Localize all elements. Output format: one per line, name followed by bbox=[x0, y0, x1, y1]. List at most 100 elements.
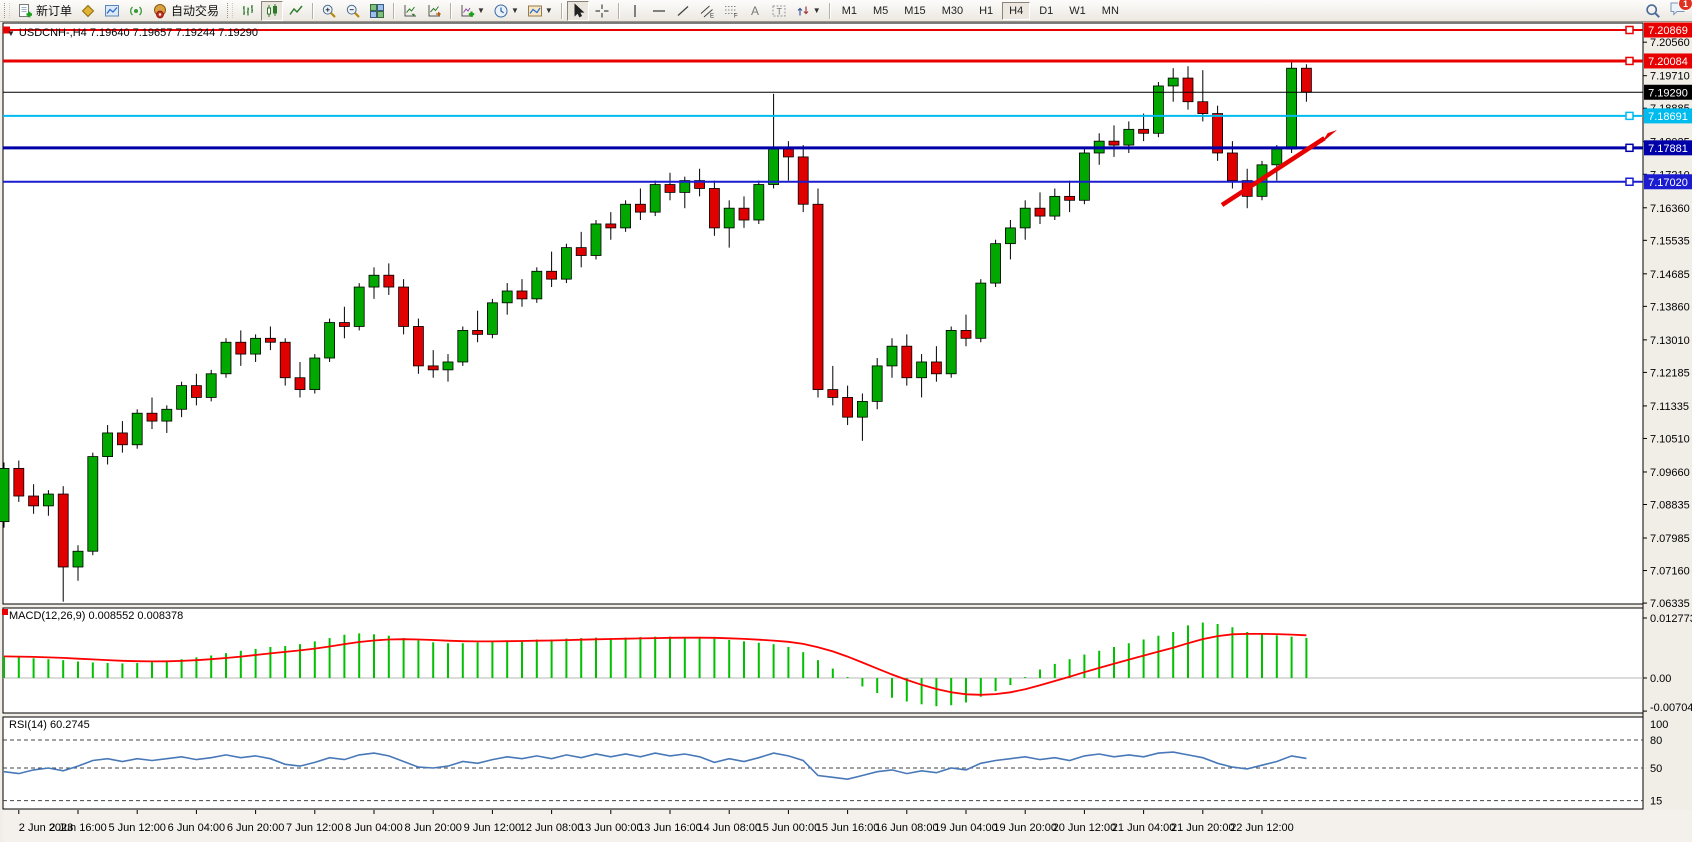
candles-group bbox=[0, 60, 1312, 602]
candle-up bbox=[176, 385, 188, 410]
price-badge bbox=[1644, 53, 1692, 69]
auto-scroll-button[interactable] bbox=[399, 1, 421, 21]
arrows-dropdown-caret[interactable]: ▼ bbox=[812, 5, 821, 15]
price-badge-label: 7.20084 bbox=[1648, 56, 1688, 68]
macd-select-handle[interactable] bbox=[2, 609, 8, 615]
candle-down bbox=[146, 412, 158, 422]
candlestick-mode-button[interactable] bbox=[261, 0, 284, 21]
timeframe-M1[interactable]: M1 bbox=[841, 4, 857, 17]
cursor-tool-button[interactable] bbox=[566, 0, 589, 21]
new-order-button[interactable]: 新订单 bbox=[14, 1, 75, 21]
vertical-line-icon bbox=[634, 4, 636, 17]
candle-up bbox=[1019, 207, 1031, 229]
candle-up bbox=[1286, 67, 1297, 150]
chart-title-collapse-icon[interactable]: ▼ bbox=[7, 28, 15, 38]
candle-down bbox=[1034, 207, 1046, 217]
line-handle[interactable] bbox=[1625, 177, 1634, 187]
price-tick-label: 7.08835 bbox=[1650, 500, 1690, 512]
tick-chart-icon bbox=[81, 4, 95, 17]
candle-up bbox=[679, 180, 691, 193]
channel-tool-button[interactable]: E bbox=[696, 1, 718, 21]
chart-title: ▼ USDCNH-,H4 7.19640 7.19657 7.19244 7.1… bbox=[7, 27, 258, 39]
line-chart-icon bbox=[289, 5, 303, 15]
price-tick-label: 7.16360 bbox=[1650, 203, 1690, 215]
candle-down bbox=[1108, 140, 1120, 146]
trendline-tool-button[interactable] bbox=[672, 1, 694, 21]
crosshair-icon bbox=[595, 4, 609, 17]
toolbar-separator bbox=[312, 2, 314, 19]
text-label-tool-button[interactable]: T bbox=[768, 1, 790, 21]
text-tool-button[interactable]: A bbox=[744, 1, 766, 21]
price-badge-label: 7.19290 bbox=[1648, 87, 1688, 99]
templates-button[interactable]: ▼ bbox=[524, 1, 556, 21]
crosshair-tool-button[interactable] bbox=[591, 1, 613, 21]
vertical-line-tool-button[interactable] bbox=[624, 1, 646, 21]
line-handle-left[interactable] bbox=[3, 26, 10, 34]
date-label: 21 Jun 20:00 bbox=[1171, 822, 1235, 834]
arrows-tool-button[interactable]: ▼ bbox=[792, 1, 824, 21]
toolbar-separator bbox=[450, 2, 452, 19]
tick-chart-button[interactable] bbox=[77, 1, 99, 21]
candle-down bbox=[28, 495, 40, 507]
timeframe-M5[interactable]: M5 bbox=[873, 4, 889, 17]
rsi-panel: 100 80 50 15 bbox=[3, 719, 1668, 808]
new-chart-button[interactable] bbox=[101, 1, 123, 21]
chart-shift-button[interactable] bbox=[423, 1, 445, 21]
date-label: 8 Jun 20:00 bbox=[404, 822, 462, 834]
price-tick-label: 7.14685 bbox=[1650, 269, 1690, 281]
templates-dropdown-caret[interactable]: ▼ bbox=[544, 5, 553, 15]
line-chart-mode-button[interactable] bbox=[285, 1, 307, 21]
price-tick-label: 7.12185 bbox=[1650, 367, 1690, 379]
zoom-in-icon bbox=[322, 4, 336, 18]
timeframe-M30[interactable]: M30 bbox=[941, 4, 964, 17]
indicators-button[interactable]: ▼ bbox=[456, 1, 488, 21]
periods-dropdown-caret[interactable]: ▼ bbox=[510, 5, 519, 15]
notifications-button[interactable]: 1 bbox=[1669, 0, 1692, 21]
toolbar-grip[interactable] bbox=[227, 3, 234, 18]
horizontal-line-tool-button[interactable] bbox=[648, 1, 670, 21]
signals-button[interactable] bbox=[125, 1, 147, 21]
candle-down bbox=[738, 207, 750, 221]
timeframe-D1[interactable]: D1 bbox=[1039, 4, 1054, 17]
date-label: 9 Jun 12:00 bbox=[464, 822, 522, 834]
candle-up bbox=[1079, 152, 1090, 201]
price-badge bbox=[1644, 174, 1692, 190]
zoom-out-button[interactable] bbox=[342, 1, 364, 21]
candle-up bbox=[649, 184, 661, 213]
macd-panel-area[interactable] bbox=[2, 607, 1644, 714]
candle-down bbox=[516, 290, 528, 300]
rsi-axis-label: 15 bbox=[1650, 796, 1662, 808]
timeframe-W1[interactable]: W1 bbox=[1069, 4, 1086, 17]
candle-up bbox=[205, 373, 217, 398]
timeframe-MN[interactable]: MN bbox=[1101, 4, 1119, 17]
zoom-in-button[interactable] bbox=[318, 1, 340, 21]
candle-down bbox=[338, 322, 350, 327]
tile-windows-button[interactable] bbox=[366, 1, 388, 21]
toolbar-grip[interactable] bbox=[4, 3, 10, 18]
candle-up bbox=[945, 330, 957, 375]
price-axis: 7.205607.197107.188857.180357.172107.163… bbox=[1643, 22, 1692, 610]
line-handle[interactable] bbox=[1625, 143, 1634, 153]
search-icon[interactable] bbox=[1645, 3, 1661, 19]
periods-button[interactable]: ▼ bbox=[490, 1, 522, 21]
candle-down bbox=[546, 270, 557, 280]
indicators-dropdown-caret[interactable]: ▼ bbox=[477, 5, 485, 15]
auto-trading-button[interactable]: 自动交易 bbox=[149, 1, 222, 21]
line-handle[interactable] bbox=[1625, 111, 1634, 121]
red-arrow-annotation[interactable] bbox=[1220, 136, 1326, 207]
line-handle[interactable] bbox=[1625, 25, 1634, 35]
candle-down bbox=[827, 389, 839, 398]
rsi-panel-area[interactable] bbox=[2, 716, 1644, 810]
bar-chart-mode-button[interactable] bbox=[237, 1, 259, 21]
candle-down bbox=[264, 337, 276, 343]
candle-down bbox=[1301, 67, 1312, 93]
candle-down bbox=[901, 345, 913, 379]
timeframe-H1[interactable]: H1 bbox=[979, 4, 994, 17]
price-badge-label: 7.20869 bbox=[1648, 25, 1688, 37]
candle-down bbox=[709, 188, 720, 229]
timeframe-M15[interactable]: M15 bbox=[904, 4, 926, 17]
line-handle[interactable] bbox=[1625, 56, 1634, 66]
timeframe-H4[interactable]: H4 bbox=[1002, 1, 1031, 20]
fibonacci-tool-button[interactable]: F bbox=[720, 1, 742, 21]
